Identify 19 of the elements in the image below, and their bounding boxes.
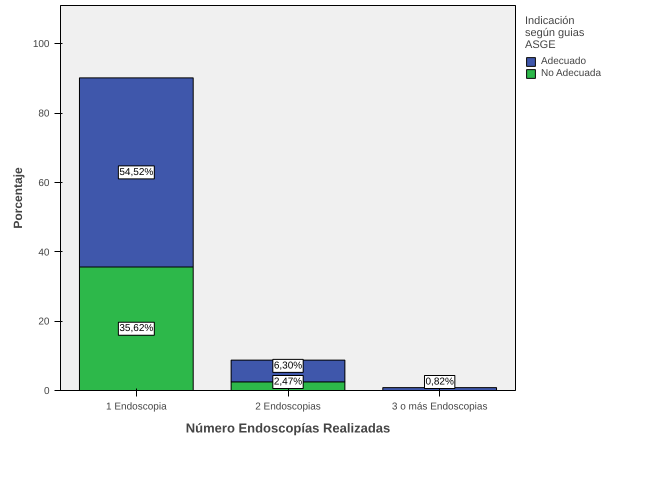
y-tick-label: 0 (44, 386, 50, 397)
legend-label: Adecuado (541, 56, 586, 67)
legend-label: No Adecuada (541, 68, 602, 79)
y-tick-label: 20 (38, 316, 50, 328)
y-tick-label: 40 (38, 247, 50, 258)
x-axis-title: Número Endoscopías Realizadas (186, 420, 390, 436)
data-label: 6,30% (274, 360, 302, 372)
data-label: 0,82% (425, 376, 454, 388)
x-tick-label: 3 o más Endoscopias (392, 402, 488, 412)
x-tick-label: 2 Endoscopias (255, 402, 321, 412)
data-label: 2,47% (274, 376, 302, 388)
y-tick-label: 100 (32, 39, 50, 50)
y-tick-label: 80 (38, 108, 50, 120)
y-axis-title: Porcentaje (10, 166, 25, 229)
data-label: 54,52% (119, 166, 154, 178)
y-tick-label: 60 (38, 178, 50, 189)
legend-title: Indicación según guias ASGE (525, 15, 586, 51)
x-tick-label: 1 Endoscopia (106, 402, 168, 412)
data-label: 35,62% (119, 323, 154, 334)
